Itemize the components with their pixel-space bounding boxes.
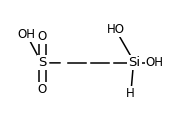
- Text: S: S: [38, 56, 46, 69]
- Text: H: H: [126, 86, 135, 100]
- Text: OH: OH: [17, 28, 36, 41]
- Text: HO: HO: [107, 23, 125, 36]
- Text: O: O: [38, 30, 47, 43]
- Text: Si: Si: [128, 56, 141, 69]
- Text: O: O: [38, 83, 47, 96]
- Text: OH: OH: [146, 56, 164, 69]
